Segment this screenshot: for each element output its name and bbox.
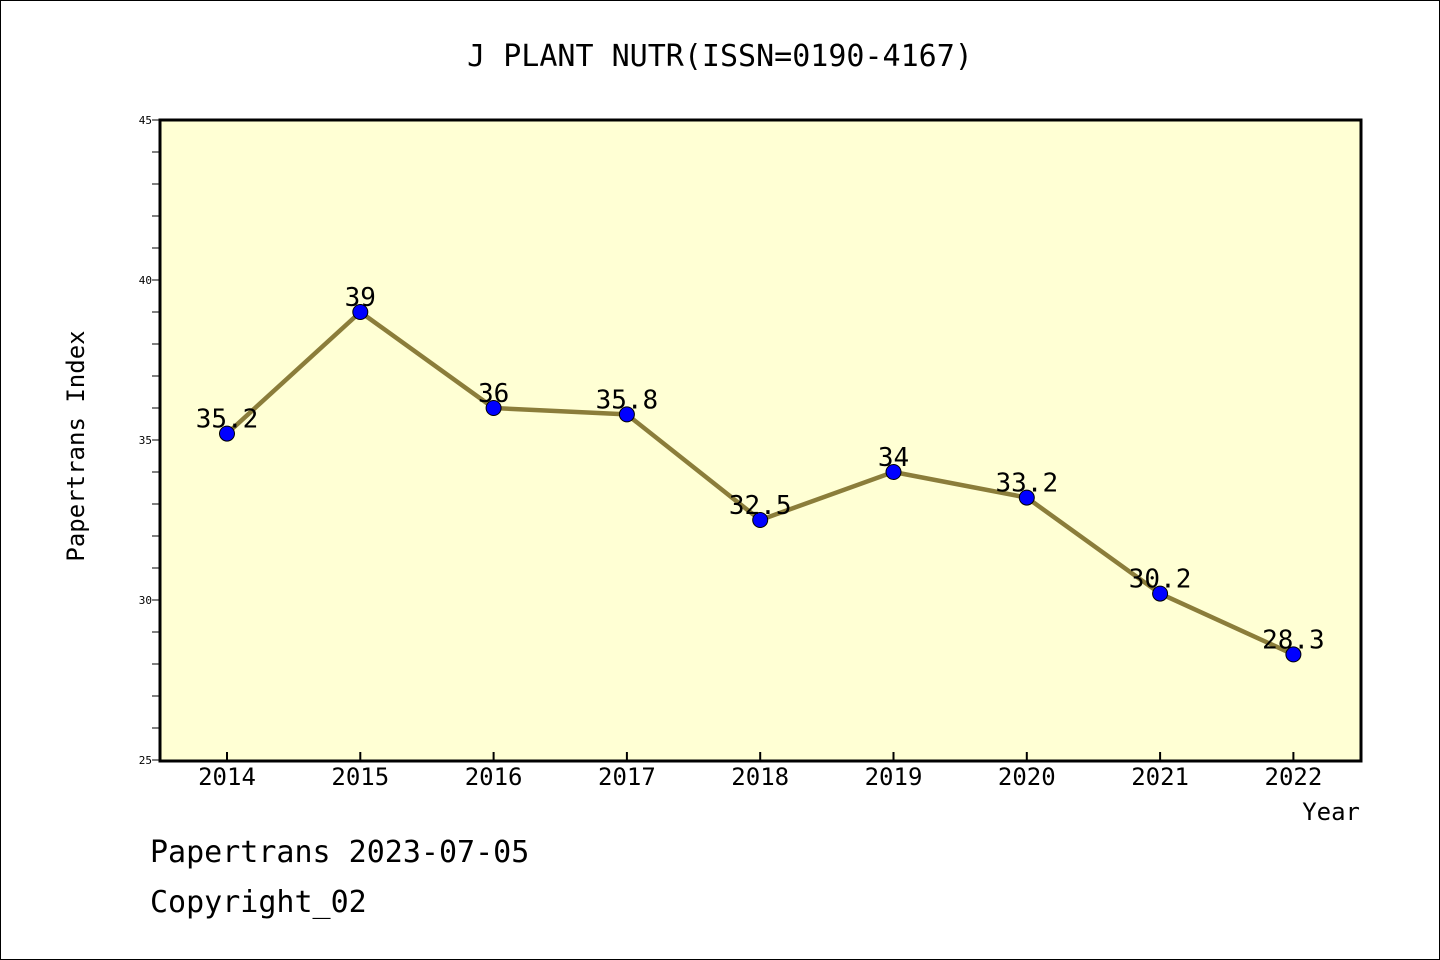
x-tick-label: 2019 bbox=[865, 763, 923, 791]
y-axis-label: Papertrans Index bbox=[62, 330, 90, 561]
x-tick-label: 2017 bbox=[598, 763, 656, 791]
series-line-segment bbox=[1024, 495, 1163, 596]
x-tick-label: 2020 bbox=[998, 763, 1056, 791]
data-label: 35.2 bbox=[196, 405, 259, 435]
data-label: 33.2 bbox=[995, 469, 1058, 499]
y-minor-ticks bbox=[152, 119, 160, 761]
x-ticks bbox=[226, 752, 1295, 760]
data-label: 36 bbox=[478, 379, 509, 409]
y-tick-label: 45 bbox=[139, 114, 152, 127]
x-tick-label: 2018 bbox=[731, 763, 789, 791]
series-line-segment bbox=[624, 412, 763, 523]
data-point bbox=[1152, 585, 1169, 602]
x-tick-label: 2016 bbox=[465, 763, 523, 791]
data-label: 28.3 bbox=[1262, 625, 1325, 655]
data-point bbox=[885, 464, 902, 480]
x-tick-label: 2022 bbox=[1265, 763, 1323, 791]
plot-area bbox=[158, 118, 1363, 763]
data-label: 39 bbox=[345, 283, 376, 313]
x-tick-label: 2015 bbox=[331, 763, 389, 791]
x-tick-labels: 2014 2015 2016 2017 2018 2019 2020 2021 2022 bbox=[198, 763, 1322, 791]
series-line-segment bbox=[1157, 591, 1296, 657]
data-labels: 35.2 39 36 35.8 32.5 34 33.2 30.2 28.3 bbox=[196, 283, 1325, 655]
data-label: 35.8 bbox=[596, 385, 659, 415]
data-label: 32.5 bbox=[729, 491, 792, 521]
series-line-group bbox=[224, 309, 1296, 657]
footer-copyright: Copyright_02 bbox=[150, 885, 367, 920]
y-tick-label: 25 bbox=[139, 754, 152, 767]
data-markers bbox=[219, 304, 1302, 663]
data-label: 30.2 bbox=[1129, 565, 1192, 595]
y-tick-label: 30 bbox=[139, 594, 152, 607]
series-line-segment bbox=[891, 469, 1030, 500]
y-tick-labels: 25 30 35 40 45 bbox=[139, 114, 152, 767]
data-label: 34 bbox=[878, 443, 909, 473]
data-point bbox=[352, 304, 369, 320]
series-line-segment bbox=[491, 405, 630, 417]
data-point bbox=[1285, 646, 1302, 663]
series-line-segment bbox=[224, 309, 363, 436]
data-point bbox=[618, 406, 635, 423]
chart-title: J PLANT NUTR(ISSN=0190-4167) bbox=[467, 39, 973, 74]
x-tick-label: 2014 bbox=[198, 763, 256, 791]
data-point bbox=[219, 425, 235, 442]
data-point bbox=[752, 512, 769, 528]
series-line-segment bbox=[757, 469, 896, 523]
data-point bbox=[485, 400, 502, 416]
x-tick-label: 2021 bbox=[1131, 763, 1189, 791]
series-line-segment bbox=[358, 309, 496, 411]
y-tick-label: 40 bbox=[139, 274, 152, 287]
data-point bbox=[1018, 489, 1035, 506]
x-axis-label: Year bbox=[1302, 798, 1360, 826]
footer-date: Papertrans 2023-07-05 bbox=[150, 835, 530, 870]
y-tick-label: 35 bbox=[139, 434, 152, 447]
